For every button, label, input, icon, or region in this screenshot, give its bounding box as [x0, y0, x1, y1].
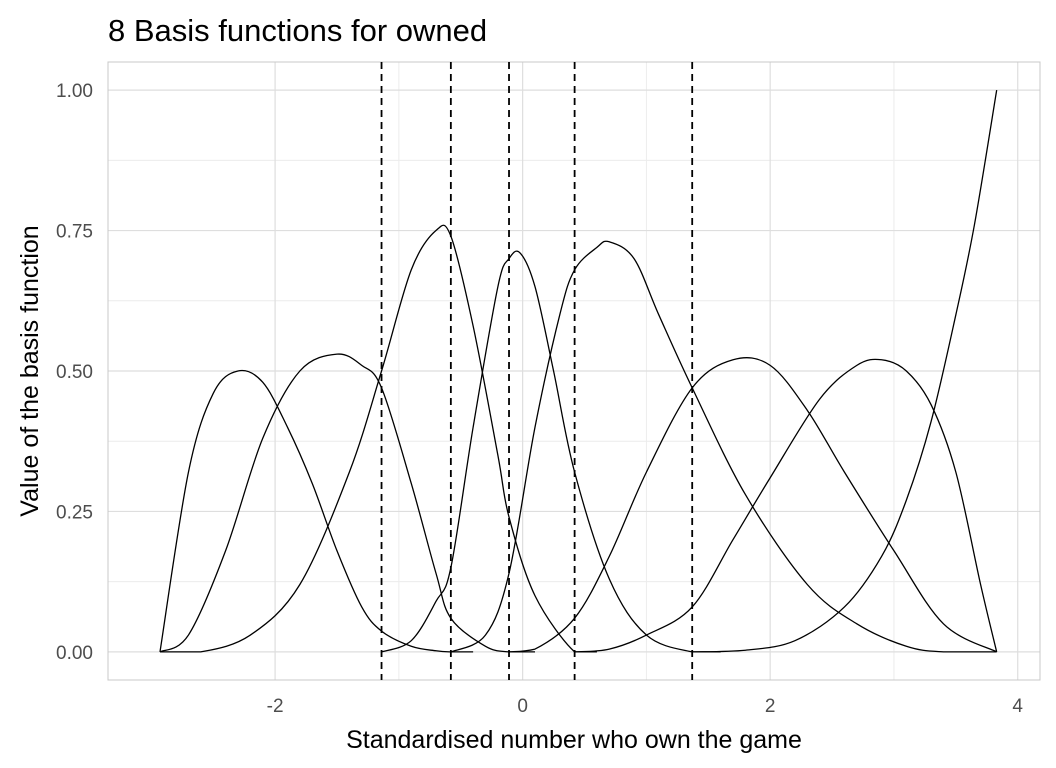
basis-curve-5: [450, 240, 997, 653]
chart-title: 8 Basis functions for owned: [108, 13, 487, 48]
y-axis-title: Value of the basis function: [16, 225, 44, 516]
basis-curve-8: [692, 89, 998, 653]
y-tick-label: 0.50: [56, 362, 93, 383]
x-axis-title: Standardised number who own the game: [346, 726, 802, 754]
basis-curve-7: [574, 358, 998, 653]
basis-curve-3: [159, 224, 597, 653]
x-tick-label: 4: [1012, 696, 1023, 717]
x-tick-label: 0: [517, 696, 528, 717]
knot-lines: [380, 62, 694, 680]
basis-curve-2: [159, 353, 536, 653]
basis-curve-6: [508, 357, 997, 653]
basis-curve-1: [159, 369, 474, 653]
y-tick-label: 0.25: [56, 502, 93, 523]
basis-curve-4: [381, 250, 721, 653]
y-axis-ticks: 0.00 0.25 0.50 0.75 1.00: [56, 81, 93, 664]
y-tick-label: 1.00: [56, 81, 93, 102]
x-tick-label: -2: [267, 696, 284, 717]
x-tick-label: 2: [765, 696, 776, 717]
y-tick-label: 0.00: [56, 643, 93, 664]
y-tick-label: 0.75: [56, 222, 93, 243]
series-layer: [159, 89, 998, 653]
x-axis-ticks: -2 0 2 4: [267, 696, 1024, 717]
